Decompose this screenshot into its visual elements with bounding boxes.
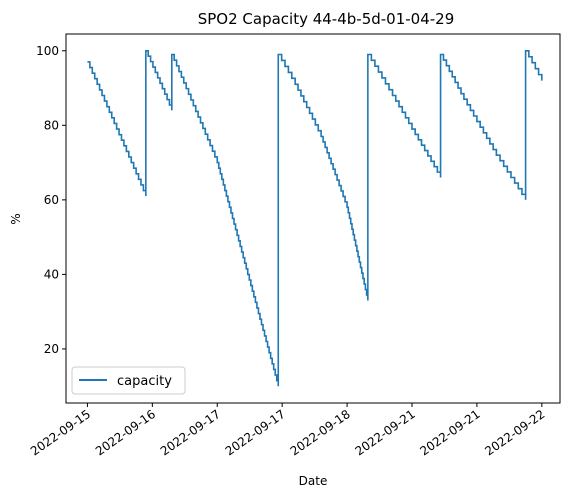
plot-background <box>66 34 560 403</box>
y-tick-label: 60 <box>44 193 59 207</box>
legend-box <box>71 366 186 395</box>
series-line-capacity <box>87 49 543 387</box>
x-tick-label: 2022-09-16 <box>93 407 158 458</box>
y-tick-label: 20 <box>44 342 59 356</box>
x-tick-label: 2022-09-15 <box>28 407 93 458</box>
x-tick-label: 2022-09-21 <box>353 407 418 458</box>
x-axis-label: Date <box>299 474 328 488</box>
y-tick-label: 100 <box>36 44 59 58</box>
x-tick-label: 2022-09-17 <box>223 407 288 458</box>
x-tick-label: 2022-09-21 <box>417 407 482 458</box>
legend: capacity <box>71 366 186 395</box>
x-tick-label: 2022-09-22 <box>482 407 547 458</box>
x-tick-label: 2022-09-17 <box>158 407 223 458</box>
y-axis: 20 40 60 80 100 <box>36 44 66 356</box>
x-tick-label: 2022-09-18 <box>288 407 353 458</box>
plot-area <box>65 33 561 404</box>
legend-label: capacity <box>117 374 172 389</box>
x-axis: 2022-09-15 2022-09-16 2022-09-17 2022-09-17… <box>28 403 548 458</box>
y-tick-label: 40 <box>44 267 59 281</box>
plot-frame <box>65 33 561 404</box>
y-tick-label: 80 <box>44 118 59 132</box>
y-axis-label: % <box>9 213 23 224</box>
chart-title: SPO2 Capacity 44-4b-5d-01-04-29 <box>198 10 455 28</box>
